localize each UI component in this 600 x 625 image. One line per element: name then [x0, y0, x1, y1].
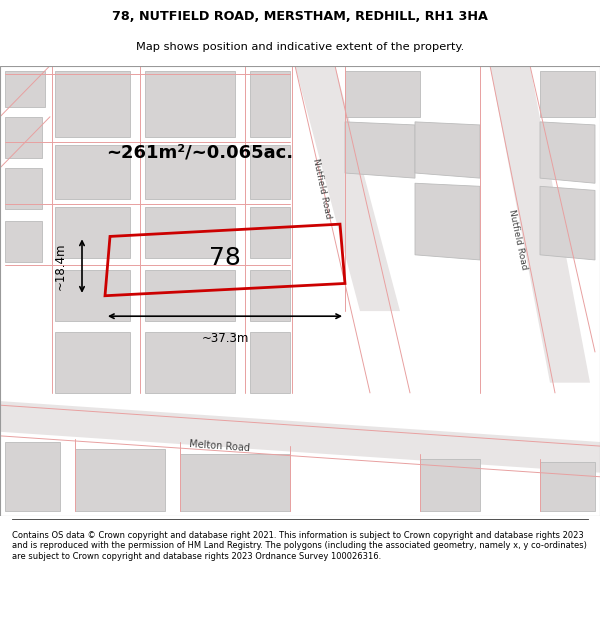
Text: Map shows position and indicative extent of the property.: Map shows position and indicative extent…: [136, 42, 464, 52]
Polygon shape: [540, 71, 595, 117]
Polygon shape: [540, 186, 595, 260]
Polygon shape: [55, 146, 130, 199]
Polygon shape: [415, 122, 480, 178]
Polygon shape: [5, 71, 45, 106]
Polygon shape: [490, 66, 590, 382]
Text: 78, NUTFIELD ROAD, MERSTHAM, REDHILL, RH1 3HA: 78, NUTFIELD ROAD, MERSTHAM, REDHILL, RH…: [112, 10, 488, 23]
Polygon shape: [5, 221, 42, 262]
Polygon shape: [295, 66, 400, 311]
Polygon shape: [55, 270, 130, 321]
Text: Nutfield Road: Nutfield Road: [507, 209, 529, 271]
Polygon shape: [250, 331, 290, 393]
Polygon shape: [420, 459, 480, 511]
Polygon shape: [250, 71, 290, 138]
Polygon shape: [5, 168, 42, 209]
Polygon shape: [145, 71, 235, 138]
Text: ~18.4m: ~18.4m: [53, 242, 67, 290]
Polygon shape: [345, 71, 420, 117]
Polygon shape: [5, 117, 42, 158]
Text: Nutfield Road: Nutfield Road: [311, 158, 333, 219]
Polygon shape: [55, 207, 130, 258]
Polygon shape: [250, 270, 290, 321]
Polygon shape: [5, 442, 60, 511]
Polygon shape: [145, 331, 235, 393]
Polygon shape: [345, 122, 415, 178]
Text: 78: 78: [209, 246, 241, 270]
Polygon shape: [540, 462, 595, 511]
Polygon shape: [145, 207, 235, 258]
Polygon shape: [145, 146, 235, 199]
Polygon shape: [0, 401, 600, 472]
Polygon shape: [540, 122, 595, 183]
Polygon shape: [75, 449, 165, 511]
Text: ~261m²/~0.065ac.: ~261m²/~0.065ac.: [106, 144, 293, 161]
Polygon shape: [250, 146, 290, 199]
Text: Melton Road: Melton Road: [189, 439, 251, 453]
Polygon shape: [180, 454, 290, 511]
Polygon shape: [415, 183, 480, 260]
Polygon shape: [55, 331, 130, 393]
Text: ~37.3m: ~37.3m: [202, 331, 248, 344]
Polygon shape: [250, 207, 290, 258]
Polygon shape: [145, 270, 235, 321]
Text: Contains OS data © Crown copyright and database right 2021. This information is : Contains OS data © Crown copyright and d…: [12, 531, 587, 561]
Polygon shape: [55, 71, 130, 138]
